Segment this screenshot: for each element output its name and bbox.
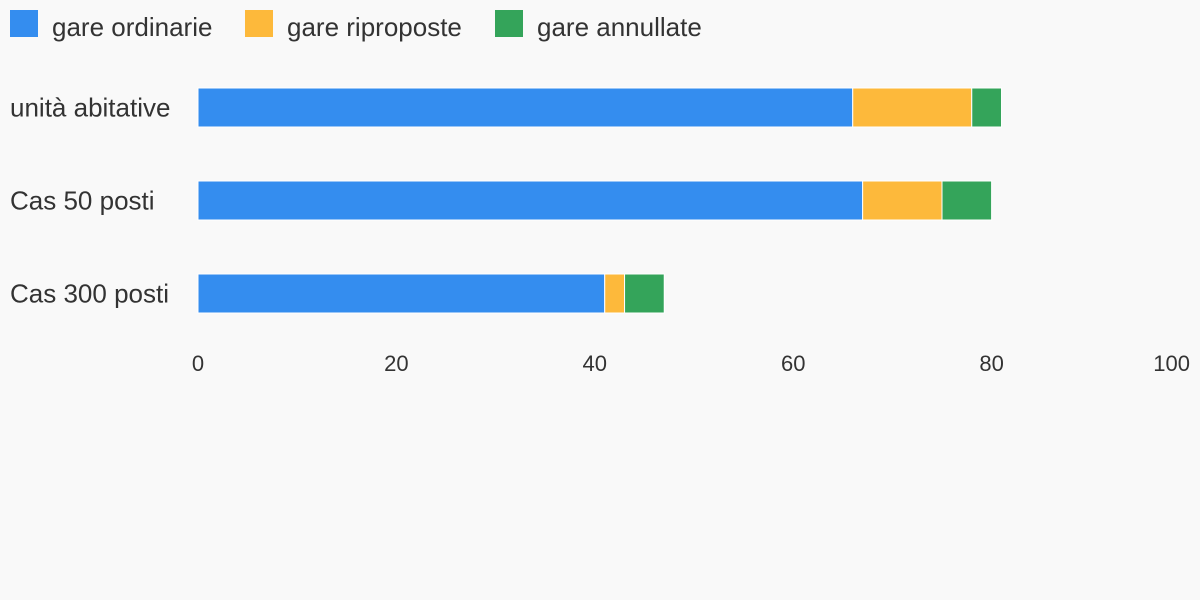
bar-cas-300-posti-gare-riproposte: [604, 273, 626, 314]
category-labels: unità abitative Cas 50 posti Cas 300 posti: [10, 93, 170, 309]
x-tick-label-40: 40: [583, 351, 607, 376]
bars: [197, 87, 1003, 314]
legend-swatch-gare-annullate: [495, 10, 523, 37]
category-label-cas-300-posti: Cas 300 posti: [10, 279, 169, 309]
bar-cas-300-posti-gare-annullate: [624, 273, 665, 314]
bar-unita-abitative-gare-ordinarie: [197, 87, 854, 128]
x-tick-label-0: 0: [192, 351, 204, 376]
legend-label-gare-riproposte: gare riproposte: [287, 12, 462, 42]
bar-unita-abitative-gare-riproposte: [852, 87, 973, 128]
bar-cas-300-posti-gare-ordinarie: [197, 273, 606, 314]
category-label-unita-abitative: unità abitative: [10, 93, 170, 123]
legend-swatch-gare-ordinarie: [10, 10, 38, 37]
legend-swatch-gare-riproposte: [245, 10, 273, 37]
category-label-cas-50-posti: Cas 50 posti: [10, 186, 155, 216]
x-tick-label-100: 100: [1153, 351, 1190, 376]
x-tick-label-20: 20: [384, 351, 408, 376]
bar-cas-50-posti-gare-annullate: [941, 180, 993, 221]
legend-label-gare-ordinarie: gare ordinarie: [52, 12, 212, 42]
legend-label-gare-annullate: gare annullate: [537, 12, 702, 42]
x-tick-label-60: 60: [781, 351, 805, 376]
x-axis-ticks: 0 20 40 60 80 100: [192, 351, 1190, 376]
bar-unita-abitative-gare-annullate: [971, 87, 1003, 128]
legend: gare ordinarie gare riproposte gare annull…: [10, 10, 702, 42]
bar-cas-50-posti-gare-ordinarie: [197, 180, 864, 221]
x-tick-label-80: 80: [979, 351, 1003, 376]
bar-cas-50-posti-gare-riproposte: [862, 180, 943, 221]
